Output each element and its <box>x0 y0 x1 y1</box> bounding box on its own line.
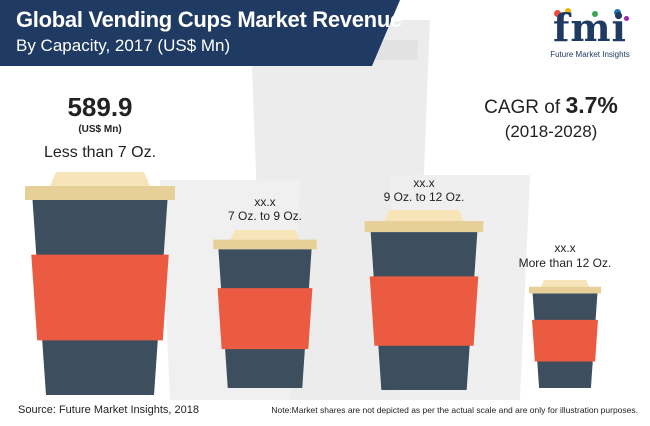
cup-lid <box>384 210 464 222</box>
category-label: 9 Oz. to 12 Oz. <box>383 190 465 204</box>
unit-label: (US$ Mn) <box>78 124 122 135</box>
bar-value-label: xx.x <box>254 195 276 209</box>
logo-wordmark: fmi <box>553 5 627 50</box>
cup-rim <box>25 186 175 200</box>
cagr-prefix: CAGR of <box>484 97 561 118</box>
cup-lid <box>230 230 300 240</box>
fmi-logo: fmi Future Market Insights <box>540 8 640 64</box>
category-label: More than 12 Oz. <box>518 256 612 270</box>
cup-sleeve <box>31 254 169 341</box>
source-note: Source: Future Market Insights, 2018 <box>18 404 199 416</box>
cup-rim <box>213 239 317 250</box>
chart-subtitle: By Capacity, 2017 (US$ Mn) <box>16 36 231 55</box>
logo-tagline: Future Market Insights <box>550 50 630 59</box>
cup-rim <box>364 221 484 233</box>
logo-dot <box>614 9 621 16</box>
cagr-period: (2018-2028) <box>504 122 598 141</box>
logo-dot <box>592 11 598 17</box>
chart-title: Global Vending Cups Market Revenue <box>16 7 402 32</box>
cup-sleeve <box>532 319 598 362</box>
category-label: 7 Oz. to 9 Oz. <box>227 209 303 223</box>
cagr-label: CAGR of 3.7% <box>476 92 626 119</box>
header-banner <box>0 0 400 66</box>
cagr-value: 3.7% <box>565 92 618 118</box>
cup-rim <box>529 286 601 294</box>
logo-dot <box>624 16 629 21</box>
cup-lid <box>541 280 589 287</box>
cup-sleeve <box>217 288 313 350</box>
cup-sleeve <box>369 276 479 346</box>
bar-value-label: xx.x <box>413 176 435 190</box>
cup-lid <box>50 172 150 186</box>
bar-value-label: 589.9 <box>67 92 133 122</box>
bar-value-label: xx.x <box>554 241 576 255</box>
disclaimer-note: Note:Market shares are not depicted as p… <box>271 405 638 415</box>
logo-dot <box>565 8 571 14</box>
logo-dot <box>554 10 561 17</box>
category-label: Less than 7 Oz. <box>43 144 157 161</box>
